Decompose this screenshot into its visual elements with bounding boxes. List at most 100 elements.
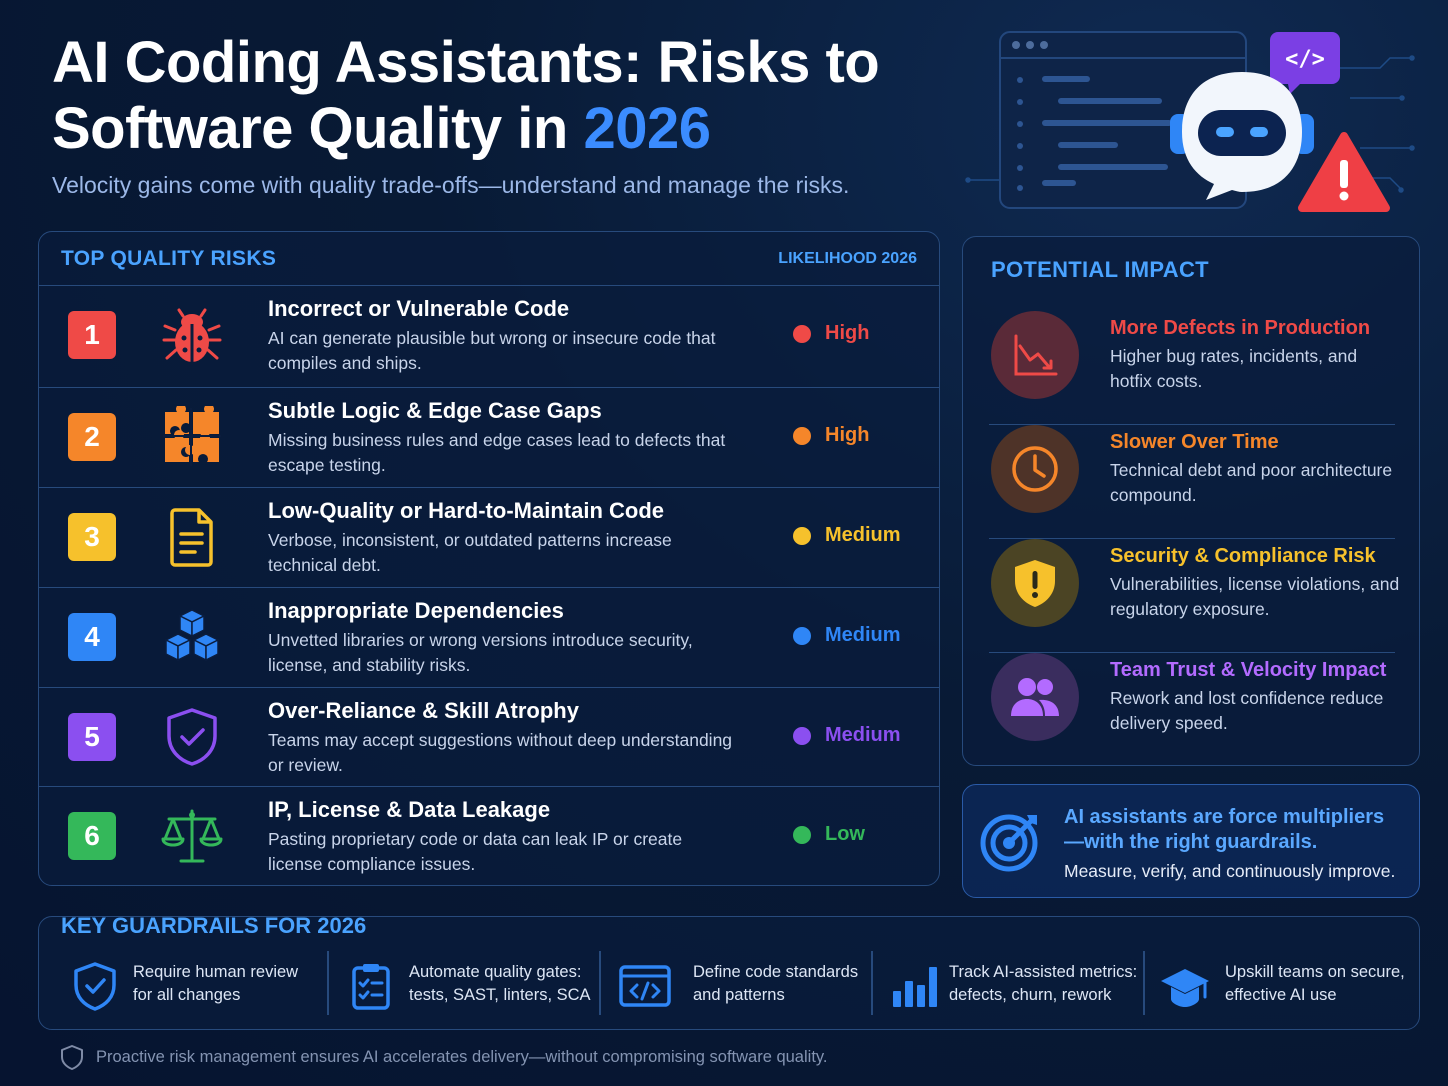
impact-item-3: Security & Compliance Risk Vulnerabiliti…	[989, 539, 1399, 653]
impact-title: POTENTIAL IMPACT	[991, 257, 1209, 282]
risk-row-2: 2 Subtle Logic & Edge Case Gaps Missing …	[39, 387, 939, 487]
shield-icon	[61, 1045, 83, 1070]
guardrail-line-1: Upskill teams on secure,	[1225, 963, 1405, 981]
cubes-icon	[164, 609, 220, 662]
callout-box: AI assistants are force multipliers—with…	[962, 784, 1420, 898]
clipboard-icon	[352, 964, 390, 1010]
risk-number: 3	[68, 513, 116, 561]
likelihood-indicator: High	[793, 322, 869, 345]
likelihood-dot	[793, 626, 811, 645]
risk-number: 6	[68, 812, 116, 860]
risks-title: TOP QUALITY RISKS	[61, 246, 277, 270]
risk-title: Over-Reliance & Skill Atrophy	[268, 698, 579, 723]
impact-item-description: Vulnerabilities, license violations, and…	[1110, 574, 1400, 619]
guardrail-line-1: Automate quality gates:	[409, 963, 582, 981]
graduation-cap-icon	[1161, 969, 1209, 1007]
risk-title: IP, License & Data Leakage	[268, 797, 551, 822]
risk-number: 1	[68, 311, 116, 359]
guardrail-line-2: and patterns	[693, 986, 785, 1004]
divider	[599, 951, 601, 1015]
robot-assistant-icon: </>	[965, 31, 1415, 212]
guardrail-line-2: for all changes	[133, 986, 241, 1004]
risk-row-5: 5 Over-Reliance & Skill Atrophy Teams ma…	[39, 687, 939, 787]
callout-title: AI assistants are force multipliers—with…	[1064, 806, 1385, 853]
guardrails-panel: KEY GUARDRAILS FOR 2026 Require human re…	[38, 913, 1420, 1030]
risk-description: Missing business rules and edge cases le…	[268, 430, 726, 475]
divider	[1143, 951, 1145, 1015]
likelihood-label: Medium	[825, 724, 901, 746]
callout-subtitle: Measure, verify, and continuously improv…	[1064, 861, 1396, 881]
target-icon	[980, 814, 1038, 872]
hero-illustration: </>	[960, 28, 1420, 218]
guardrail-line-2: defects, churn, rework	[949, 986, 1112, 1004]
likelihood-header: LIKELIHOOD 2026	[778, 249, 917, 267]
guardrails-title: KEY GUARDRAILS FOR 2026	[61, 913, 367, 938]
impact-item-description: Technical debt and poor architecture com…	[1110, 460, 1393, 505]
risk-title: Subtle Logic & Edge Case Gaps	[268, 398, 602, 423]
footer: Proactive risk management ensures AI acc…	[60, 1044, 828, 1070]
risk-row-1: 1 Incorrect or Vulnerable Code AI can ge…	[39, 286, 939, 386]
impact-item-1: More Defects in Production Higher bug ra…	[989, 311, 1395, 425]
risk-number: 4	[68, 613, 116, 661]
document-icon	[170, 508, 213, 567]
title-line-2: Software Quality in	[52, 96, 568, 161]
risk-title: Incorrect or Vulnerable Code	[268, 296, 570, 321]
likelihood-label: Medium	[825, 524, 901, 546]
risk-title: Inappropriate Dependencies	[268, 598, 564, 623]
risk-row-6: 6 IP, License & Data Leakage Pasting pro…	[39, 786, 939, 886]
page-title: AI Coding Assistants: Risks to Software …	[52, 30, 952, 162]
likelihood-dot	[793, 426, 811, 445]
clock-icon	[1012, 446, 1058, 492]
guardrail-line-1: Require human review	[133, 963, 299, 981]
impact-item-description: Rework and lost confidence reduce delive…	[1110, 688, 1384, 733]
likelihood-label: Low	[825, 823, 865, 845]
impact-item-4: Team Trust & Velocity Impact Rework and …	[989, 653, 1395, 767]
guardrail-line-1: Define code standards	[693, 963, 859, 981]
impact-item-description: Higher bug rates, incidents, and hotfix …	[1110, 346, 1358, 391]
risk-row-3: 3 Low-Quality or Hard-to-Maintain Code V…	[39, 487, 939, 587]
likelihood-label: High	[825, 424, 870, 446]
likelihood-dot	[793, 726, 811, 745]
risk-description: AI can generate plausible but wrong or i…	[268, 328, 716, 373]
risk-number: 5	[68, 713, 116, 761]
risk-description: Unvetted libraries or wrong versions int…	[268, 630, 693, 675]
title-line-1: AI Coding Assistants: Risks to	[52, 30, 880, 95]
bar-chart-icon	[893, 967, 937, 1007]
impact-item-2: Slower Over Time Technical debt and poor…	[989, 425, 1395, 539]
guardrail-line-2: effective AI use	[1225, 986, 1337, 1004]
risks-header: TOP QUALITY RISKS LIKELIHOOD 2026	[39, 232, 939, 286]
risk-description: Verbose, inconsistent, or outdated patte…	[268, 530, 672, 575]
shield-check-icon	[167, 708, 217, 766]
likelihood-indicator: Medium	[793, 524, 901, 547]
bug-icon	[162, 308, 222, 362]
code-window-icon	[619, 965, 671, 1007]
divider	[871, 951, 873, 1015]
risk-row-4: 4 Inappropriate Dependencies Unvetted li…	[39, 587, 939, 687]
divider	[327, 951, 329, 1015]
likelihood-dot	[793, 825, 811, 844]
risks-panel: TOP QUALITY RISKS LIKELIHOOD 2026 1 Inco…	[38, 231, 940, 886]
risk-description: Teams may accept suggestions without dee…	[268, 730, 733, 775]
scales-icon	[161, 809, 223, 863]
svg-text:</>: </>	[1285, 47, 1325, 72]
impact-item-title: Team Trust & Velocity Impact	[1110, 659, 1387, 681]
likelihood-dot	[793, 526, 811, 545]
page-subtitle: Velocity gains come with quality trade-o…	[52, 172, 850, 198]
puzzle-icon	[163, 406, 221, 466]
risk-number: 2	[68, 413, 116, 461]
chart-down-icon	[1014, 334, 1058, 376]
likelihood-label: High	[825, 322, 870, 344]
likelihood-indicator: Medium	[793, 624, 901, 647]
shield-alert-icon	[1015, 560, 1055, 607]
people-icon	[1011, 678, 1059, 716]
likelihood-label: Medium	[825, 624, 901, 646]
risk-title: Low-Quality or Hard-to-Maintain Code	[268, 498, 664, 523]
impact-item-title: More Defects in Production	[1110, 317, 1371, 339]
risk-description: Pasting proprietary code or data can lea…	[268, 829, 683, 874]
likelihood-indicator: Medium	[793, 724, 901, 747]
guardrail-line-2: tests, SAST, linters, SCA	[409, 986, 591, 1004]
likelihood-indicator: High	[793, 424, 869, 447]
guardrail-line-1: Track AI-assisted metrics:	[949, 963, 1138, 981]
likelihood-dot	[793, 324, 811, 343]
shield-check-icon	[74, 962, 116, 1011]
